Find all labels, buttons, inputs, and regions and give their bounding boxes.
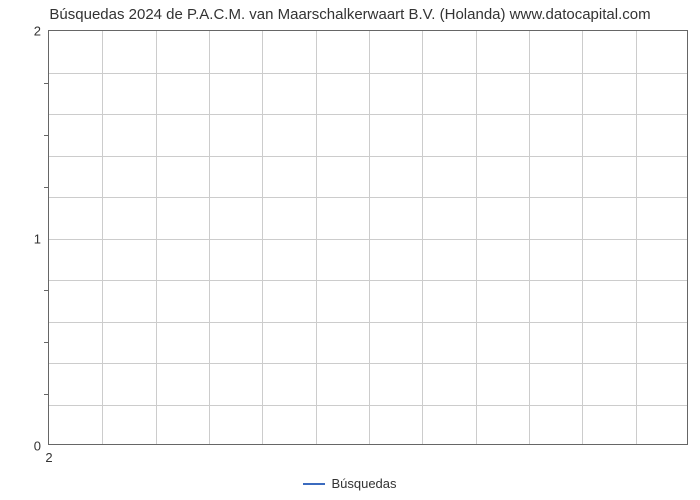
grid-line-vertical [262,31,263,444]
x-axis-tick-label: 2 [45,450,52,465]
grid-line-vertical [156,31,157,444]
plot-area: 0122 [48,30,688,445]
y-axis-tick-label: 0 [34,439,41,454]
legend-label: Búsquedas [331,476,396,491]
y-axis-minor-tick [44,135,49,136]
y-axis-minor-tick [44,290,49,291]
grid-line-vertical [209,31,210,444]
grid-line-vertical [102,31,103,444]
grid-line-horizontal [49,363,687,364]
y-axis-minor-tick [44,187,49,188]
grid-line-vertical [422,31,423,444]
legend: Búsquedas [0,475,700,491]
grid-line-vertical [582,31,583,444]
grid-line-horizontal [49,114,687,115]
grid-line-horizontal [49,239,687,240]
y-axis-tick-label: 2 [34,24,41,39]
y-axis-tick-label: 1 [34,231,41,246]
grid-line-horizontal [49,197,687,198]
grid-line-vertical [369,31,370,444]
chart-title: Búsquedas 2024 de P.A.C.M. van Maarschal… [0,6,700,23]
grid-line-horizontal [49,322,687,323]
grid-line-horizontal [49,280,687,281]
grid-line-vertical [529,31,530,444]
grid-line-vertical [636,31,637,444]
grid-line-horizontal [49,156,687,157]
grid-line-horizontal [49,405,687,406]
y-axis-minor-tick [44,83,49,84]
grid-line-horizontal [49,73,687,74]
grid-line-vertical [476,31,477,444]
legend-swatch [303,483,325,485]
y-axis-minor-tick [44,342,49,343]
y-axis-minor-tick [44,394,49,395]
grid-line-vertical [316,31,317,444]
